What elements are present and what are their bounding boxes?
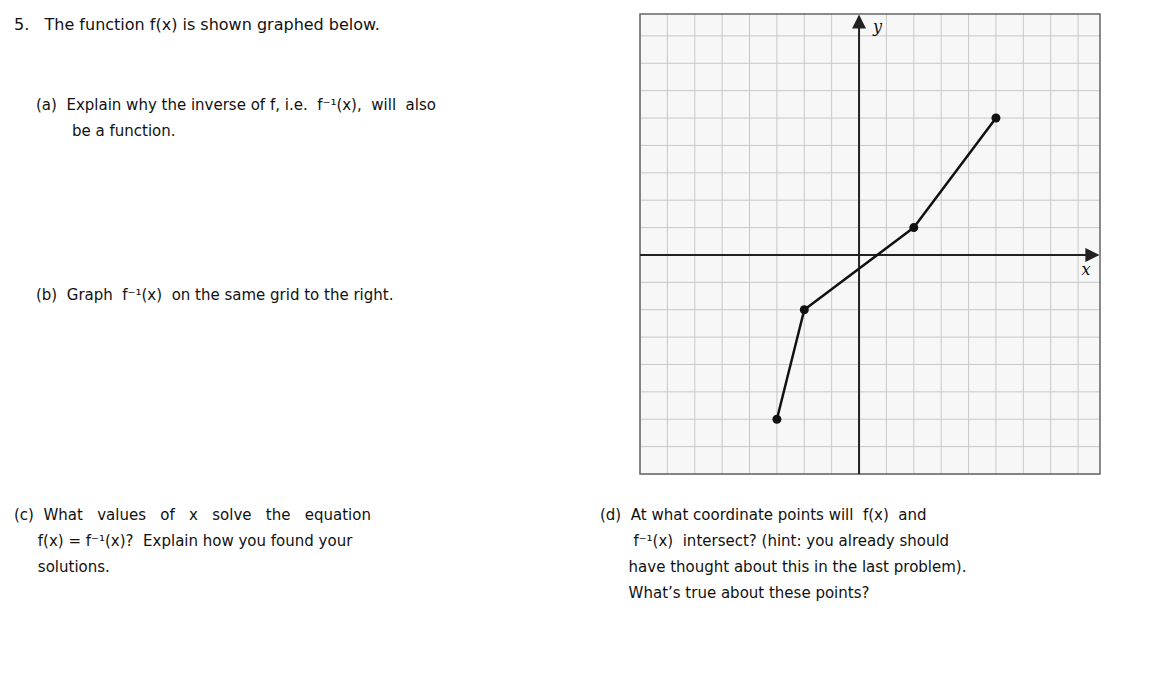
annotation: (c) What values of x solve the equation: [14, 506, 371, 524]
grid-line-x: [722, 14, 723, 474]
grid-line-y: [640, 309, 1100, 310]
plot-background: [640, 14, 1100, 474]
grid-line-x: [886, 14, 887, 474]
grid-line-y: [640, 172, 1100, 173]
grid-line-y: [640, 118, 1100, 119]
grid-line-y: [640, 282, 1100, 283]
grid-line-y: [640, 419, 1100, 420]
series-line: [777, 118, 996, 419]
grid-line-x: [667, 14, 668, 474]
grid-line-y: [640, 90, 1100, 91]
grid-line-y: [640, 145, 1100, 146]
annotation: (a) Explain why the inverse of f, i.e. f…: [36, 96, 436, 114]
grid-line-x: [913, 14, 914, 474]
grid-line-x: [831, 14, 832, 474]
annotation: (b) Graph f⁻¹(x) on the same grid to the…: [36, 286, 393, 304]
grid-line-y: [640, 446, 1100, 447]
grid-line-x: [694, 14, 695, 474]
grid-line-y: [640, 337, 1100, 338]
series-point: [772, 415, 781, 424]
grid-line-x: [968, 14, 969, 474]
annotation: (d) At what coordinate points will f(x) …: [600, 506, 927, 524]
plot-frame: [640, 14, 1100, 474]
x-axis: [640, 254, 1098, 256]
series-point: [800, 305, 809, 314]
annotation: be a function.: [72, 122, 176, 140]
grid-line-y: [640, 63, 1100, 64]
grid-line-x: [1023, 14, 1024, 474]
title: 5. The function f(x) is shown graphed be…: [14, 15, 380, 34]
grid-line-y: [640, 391, 1100, 392]
grid-line-x: [941, 14, 942, 474]
grid-line-y: [640, 200, 1100, 201]
x-axis-label: x: [1081, 260, 1090, 279]
annotation: have thought about this in the last prob…: [600, 558, 966, 576]
grid: [640, 14, 1100, 474]
grid-line-y: [640, 254, 1100, 255]
grid-line-x: [1078, 14, 1079, 474]
grid-line-y: [640, 35, 1100, 36]
grid-line-x: [804, 14, 805, 474]
annotation: solutions.: [14, 558, 110, 576]
grid-line-y: [640, 227, 1100, 228]
grid-line-x: [776, 14, 777, 474]
annotation: f(x) = f⁻¹(x)? Explain how you found you…: [14, 532, 353, 550]
grid-line-x: [859, 14, 860, 474]
series-point: [991, 114, 1000, 123]
grid-line-y: [640, 364, 1100, 365]
worksheet: x y 5. The function f(x) is shown graphed …: [0, 0, 1152, 684]
marks: [772, 114, 1000, 424]
annotation: What’s true about these points?: [600, 584, 869, 602]
grid-line-x: [1050, 14, 1051, 474]
y-axis: [858, 16, 860, 474]
grid-line-x: [749, 14, 750, 474]
grid-line-x: [995, 14, 996, 474]
annotation: f⁻¹(x) intersect? (hint: you already sho…: [600, 532, 949, 550]
series-point: [909, 223, 918, 232]
y-axis-label: y: [872, 17, 883, 36]
